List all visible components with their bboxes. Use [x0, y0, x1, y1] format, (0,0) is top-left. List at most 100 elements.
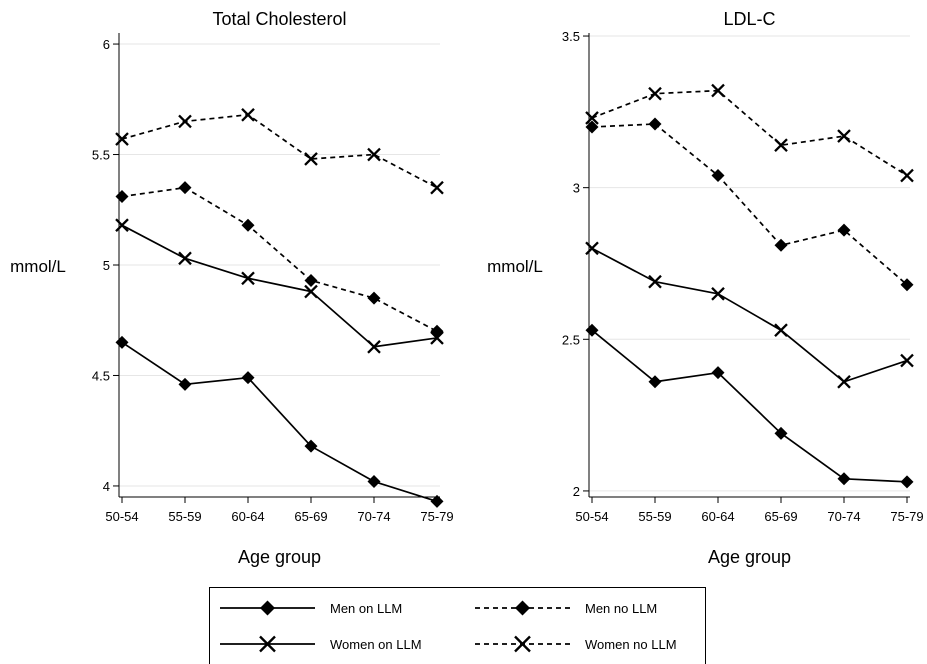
y-tick-label: 4 — [103, 479, 110, 494]
series-women-no-llm-point-x-stroke-b — [585, 111, 599, 125]
series-women-on-llm-point-x — [178, 251, 192, 266]
series-men-no-llm-point-diamond — [430, 324, 444, 338]
series-women-on-llm-point-x-stroke-b — [711, 286, 725, 301]
series-women-no-llm-point-x-stroke-b — [304, 152, 318, 166]
series-women-on-llm-point-x-stroke-b — [304, 284, 318, 299]
legend-men-no-llm-entry: Men no LLM — [475, 600, 657, 616]
series-women-no-llm-point-x-stroke-b — [711, 83, 725, 98]
series-men-no-llm-point-diamond — [585, 120, 599, 134]
x-tick-label: 70-74 — [357, 509, 390, 524]
series-men-no-llm-point-diamond — [241, 218, 255, 232]
series-men-on-llm-point-diamond — [430, 494, 444, 508]
series-men-no-llm-point-diamond — [711, 169, 725, 183]
legend-men-on-llm-label: Men on LLM — [330, 601, 402, 616]
series-men-on-llm-point-diamond — [115, 335, 129, 349]
series-men-no-llm — [585, 117, 914, 292]
x-tick-label: 50-54 — [105, 509, 138, 524]
y-tick-label: 2.5 — [562, 332, 580, 347]
chart-title: LDL-C — [723, 9, 775, 29]
series-women-on-llm-point-x — [837, 374, 851, 389]
series-women-on-llm-point-x — [430, 331, 444, 345]
series-women-no-llm — [115, 107, 444, 195]
chart-title: Total Cholesterol — [212, 9, 346, 29]
y-tick-label: 3.5 — [562, 29, 580, 44]
x-tick-label: 55-59 — [638, 509, 671, 524]
series-women-no-llm-point-x — [430, 180, 444, 195]
series-men-on-llm-point-diamond — [585, 323, 599, 337]
series-women-on-llm-point-x-stroke-b — [115, 218, 129, 233]
series-women-no-llm-point-x-stroke-b — [241, 107, 255, 122]
legend-box — [209, 587, 706, 664]
series-women-no-llm-point-x — [115, 132, 129, 146]
series-women-on-llm-point-x — [304, 284, 318, 299]
series-men-no-llm-point-diamond — [900, 278, 914, 292]
series-women-no-llm-line — [121, 113, 438, 189]
series-men-no-llm-point-diamond — [304, 273, 318, 287]
series-men-on-llm-line — [121, 341, 438, 503]
series-women-on-llm-point-x — [115, 218, 129, 233]
series-women-no-llm-point-x-stroke-b — [648, 86, 662, 101]
series-women-on-llm-point-x-stroke-b — [648, 274, 662, 289]
series-women-no-llm-point-x-stroke-b — [115, 132, 129, 146]
series-men-no-llm-line — [591, 123, 908, 286]
series-men-on-llm-point-diamond — [367, 475, 381, 489]
series-men-on-llm-point-diamond — [178, 377, 192, 391]
series-men-no-llm-point-diamond — [178, 181, 192, 195]
series-women-no-llm — [585, 83, 914, 183]
series-women-on-llm-point-x — [241, 271, 255, 286]
series-women-on-llm-point-x-stroke-b — [900, 353, 914, 368]
x-tick-label: 55-59 — [168, 509, 201, 524]
series-women-no-llm-point-x — [178, 114, 192, 129]
series-women-no-llm-point-x — [900, 168, 914, 183]
y-tick-label: 6 — [103, 37, 110, 52]
series-women-no-llm-point-x — [367, 147, 381, 162]
x-tick-label: 70-74 — [827, 509, 860, 524]
legend-men-no-llm-swatch-diamond — [515, 600, 530, 616]
x-tick-label: 65-69 — [294, 509, 327, 524]
ldl-c-panel: 2 2.5 3 3.5 50-54 55-59 60-64 65-69 70-74 75-79 LD… — [487, 9, 923, 567]
legend-women-on-llm-swatch-x-b — [259, 635, 276, 653]
series-women-no-llm-line — [591, 89, 908, 177]
total-cholesterol-panel: 4 4.5 5 5.5 6 50-54 55-59 60-64 65-69 70-74 75-79 T… — [10, 9, 453, 567]
legend-women-no-llm-entry: Women no LLM — [475, 635, 677, 653]
y-tick-label: 4.5 — [92, 368, 110, 383]
series-men-on-llm-point-diamond — [837, 472, 851, 486]
series-men-on-llm-line — [591, 329, 908, 483]
series-women-on-llm-point-x-stroke-b — [774, 323, 788, 338]
x-tick-label: 65-69 — [764, 509, 797, 524]
series-women-on-llm-point-x — [900, 353, 914, 368]
series-women-no-llm-point-x-stroke-b — [367, 147, 381, 162]
y-tick-label: 5 — [103, 258, 110, 273]
x-tick-label: 75-79 — [890, 509, 923, 524]
legend-women-no-llm-swatch-x-b — [514, 635, 531, 653]
series-women-no-llm-point-x-stroke-b — [837, 129, 851, 143]
series-women-on-llm-point-x-stroke-b — [585, 241, 599, 256]
series-men-on-llm — [115, 335, 444, 508]
series-women-on-llm-point-x — [774, 323, 788, 338]
series-men-on-llm-point-diamond — [900, 475, 914, 489]
y-axis-label: mmol/L — [487, 257, 543, 276]
series-women-on-llm-point-x-stroke-b — [241, 271, 255, 286]
series-women-no-llm-point-x — [241, 107, 255, 122]
series-men-no-llm-point-diamond — [648, 117, 662, 131]
y-tick-label: 3 — [573, 181, 580, 196]
y-axis-label: mmol/L — [10, 257, 66, 276]
series-men-on-llm-point-diamond — [648, 375, 662, 389]
series-women-no-llm-point-x-stroke-b — [900, 168, 914, 183]
x-axis-label: Age group — [708, 547, 791, 567]
legend: Men on LLM Men no LLM Women on LLM Women no… — [209, 587, 706, 664]
legend-women-on-llm-label: Women on LLM — [330, 637, 422, 652]
series-men-no-llm — [115, 181, 444, 338]
x-axis-label: Age group — [238, 547, 321, 567]
series-women-on-llm-point-x-stroke-b — [837, 374, 851, 389]
series-men-no-llm-line — [121, 186, 438, 333]
x-tick-label: 60-64 — [701, 509, 734, 524]
series-women-on-llm-line — [591, 247, 908, 383]
series-women-on-llm-point-x-stroke-b — [430, 331, 444, 345]
series-men-on-llm-point-diamond — [711, 366, 725, 380]
series-men-no-llm-point-diamond — [774, 238, 788, 252]
series-men-on-llm-point-diamond — [774, 426, 788, 440]
series-women-on-llm — [585, 241, 914, 389]
y-tick-label: 2 — [573, 484, 580, 499]
x-tick-label: 60-64 — [231, 509, 264, 524]
